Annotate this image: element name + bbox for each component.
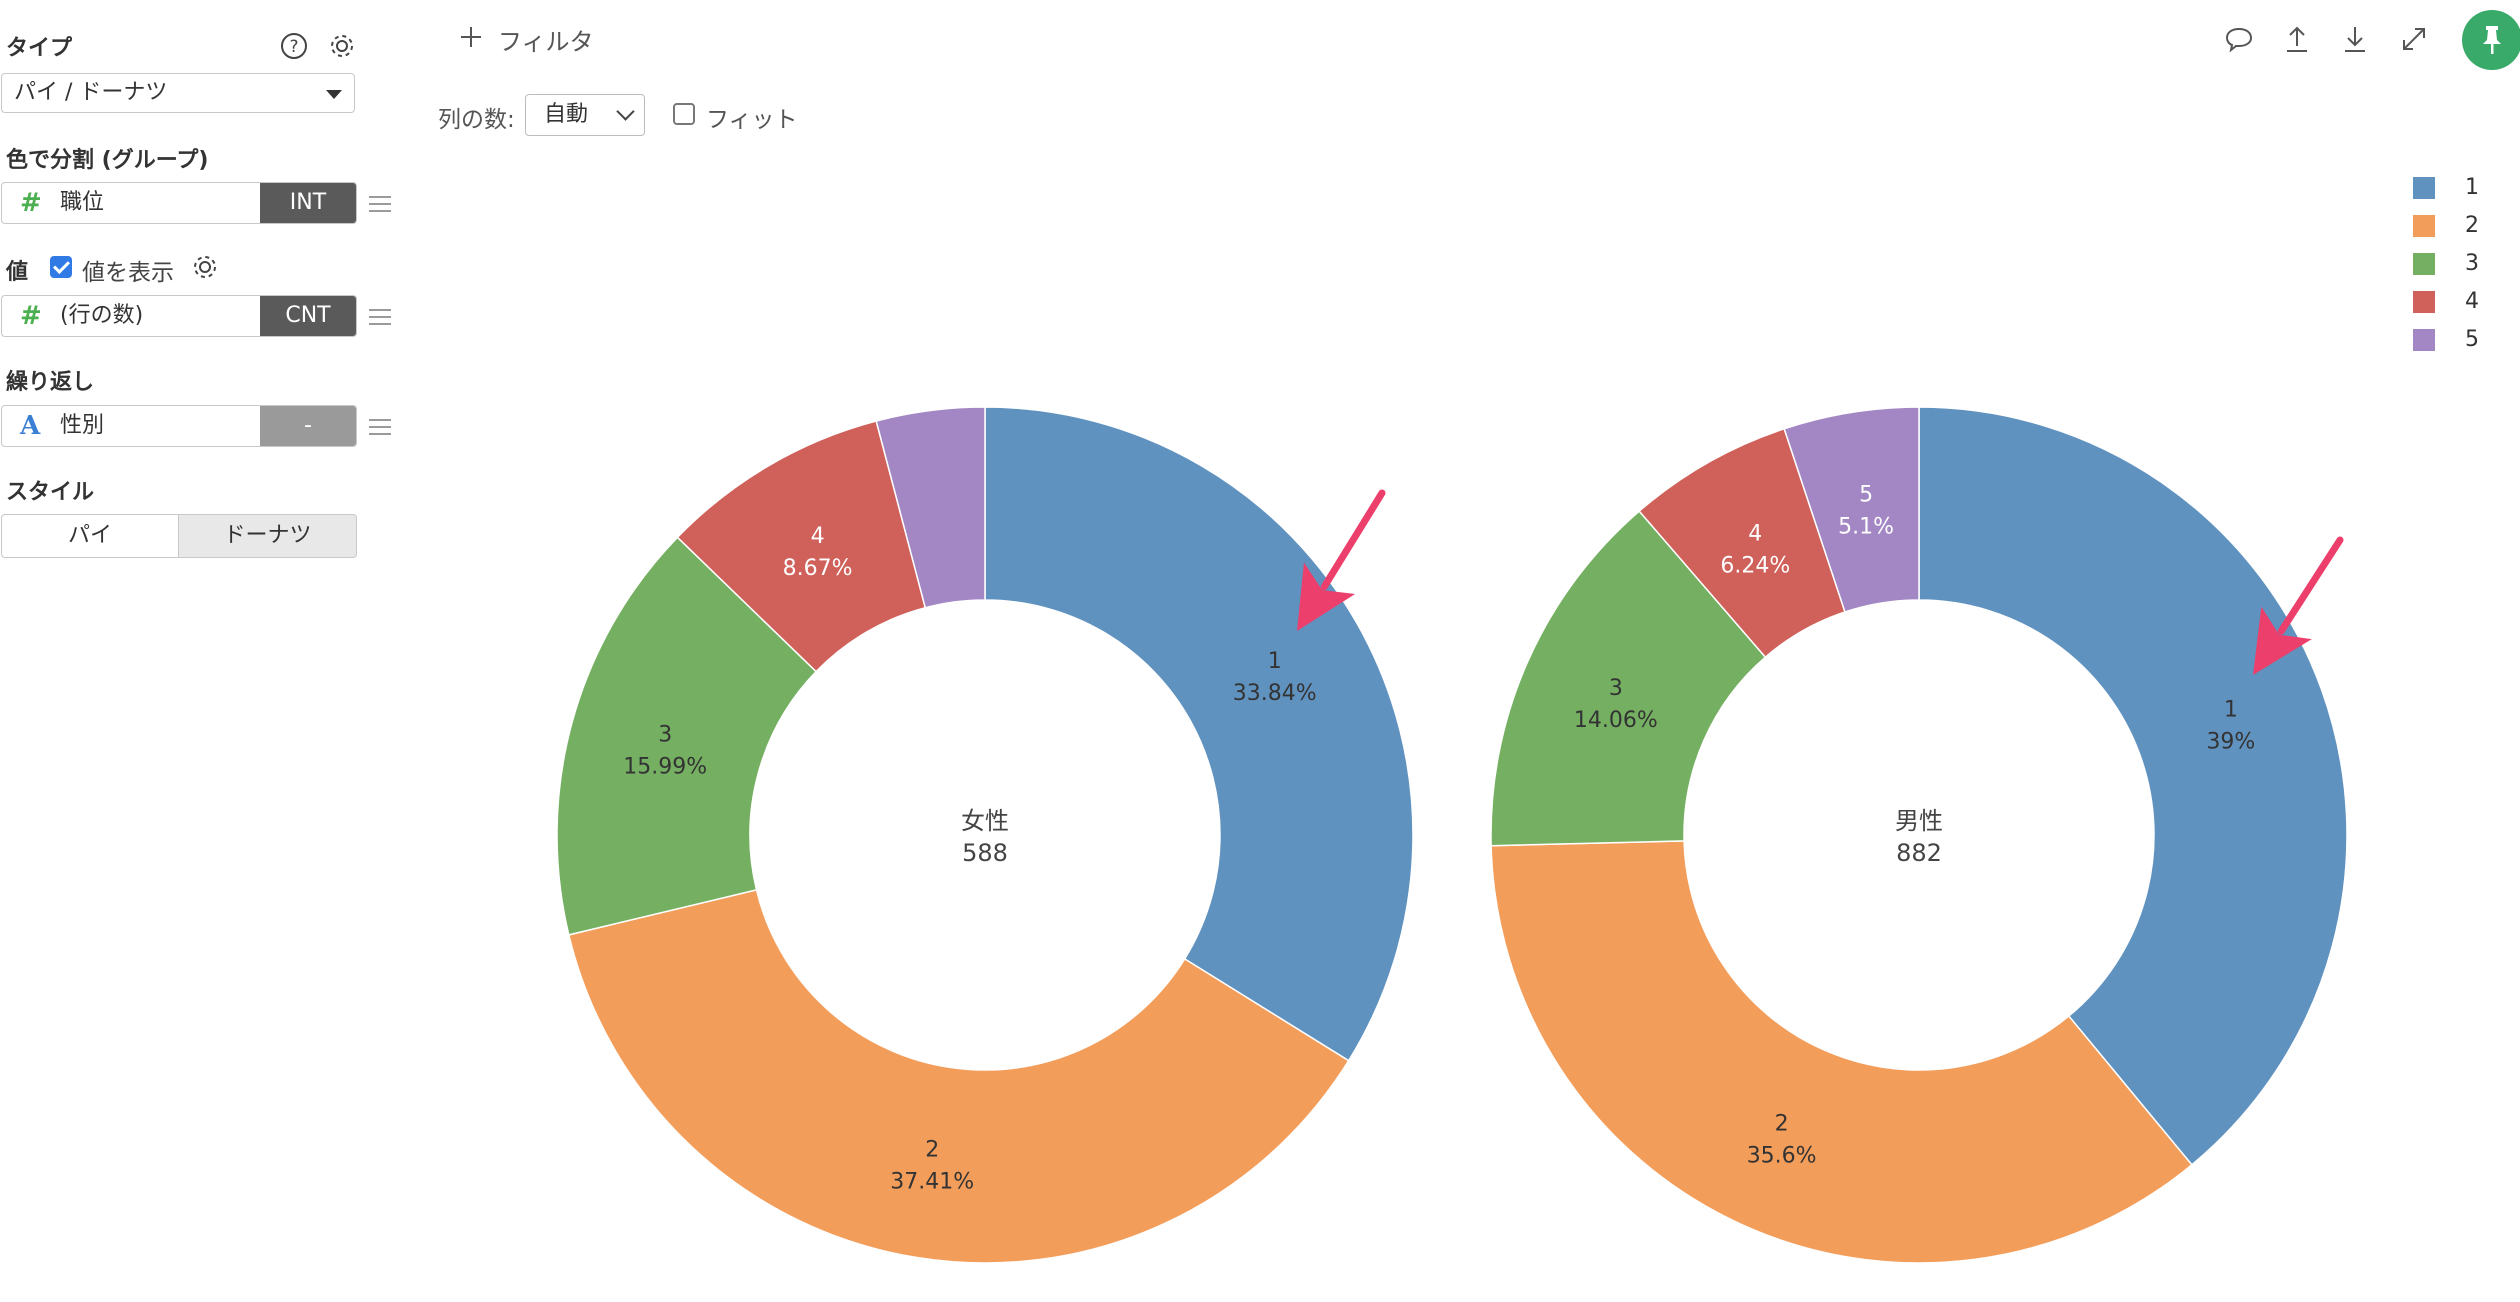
repeat-field-label: 性別: [60, 413, 105, 438]
repeat-field[interactable]: A 性別 -: [1, 405, 357, 447]
comment-icon[interactable]: [2222, 22, 2256, 56]
donut-slice-3[interactable]: [1490, 510, 1767, 847]
columns-select[interactable]: 自動: [525, 94, 645, 136]
value-field-label: (行の数): [60, 303, 144, 328]
show-values-checkbox[interactable]: [50, 256, 72, 278]
color-field-aggregation-badge[interactable]: INT: [260, 183, 356, 223]
slice-name-label: 4: [811, 524, 825, 549]
style-section-title: スタイル: [6, 480, 95, 505]
filter-button[interactable]: フィルタ: [498, 28, 594, 56]
value-section-title: 値: [6, 260, 29, 285]
donut-chart-2: 1 39% 2 35.6% 3 14.06% 4 6.24% 5 5.1% 男性 882: [1490, 406, 2348, 1264]
repeat-field-badge[interactable]: -: [260, 406, 356, 446]
chart-settings-sidebar: タイプ ? パイ / ドーナツ 色で分割 (グループ) # 職位 INT 値 値…: [0, 0, 400, 1302]
pin-button[interactable]: [2462, 10, 2520, 70]
slice-name-label: 3: [658, 723, 672, 748]
slice-value-label: 15.99%: [623, 755, 707, 780]
slice-name-label: 2: [1775, 1112, 1789, 1137]
columns-select-value: 自動: [544, 102, 589, 127]
show-values-label: 値を表示: [82, 260, 174, 286]
number-type-icon: #: [20, 301, 42, 331]
style-option-pie[interactable]: パイ: [1, 514, 179, 558]
legend-swatch: [2413, 329, 2435, 351]
donut-center-title: 女性: [961, 807, 1009, 835]
repeat-section-title: 繰り返し: [6, 370, 95, 395]
legend-swatch: [2413, 215, 2435, 237]
legend-swatch: [2413, 177, 2435, 199]
legend-label: 2: [2465, 213, 2479, 238]
plus-icon[interactable]: [458, 24, 484, 50]
legend-label: 4: [2465, 289, 2479, 314]
drag-handle-icon[interactable]: [369, 196, 391, 214]
type-section-title: タイプ: [6, 36, 73, 61]
slice-name-label: 3: [1609, 676, 1623, 701]
legend-swatch: [2413, 291, 2435, 313]
drag-handle-icon[interactable]: [369, 419, 391, 437]
number-type-icon: #: [20, 188, 42, 218]
slice-value-label: 14.06%: [1574, 708, 1658, 733]
slice-name-label: 5: [1859, 483, 1873, 508]
donut-slice-5[interactable]: [875, 406, 986, 609]
slice-value-label: 8.67%: [783, 556, 853, 581]
donut-slice-1[interactable]: [1918, 406, 2348, 1166]
donut-slice-2[interactable]: [1490, 840, 2193, 1264]
color-field-label: 職位: [60, 190, 105, 215]
pin-icon: [2483, 26, 2501, 54]
annotation-arrow: [2253, 536, 2344, 675]
donut-slice-5[interactable]: [1783, 406, 1920, 613]
slice-value-label: 37.41%: [890, 1169, 974, 1194]
donut-slice-1[interactable]: [984, 406, 1414, 1062]
value-field-aggregation-badge[interactable]: CNT: [260, 296, 356, 336]
legend-label: 3: [2465, 251, 2479, 276]
upload-icon[interactable]: [2280, 22, 2314, 56]
donut-slice-3[interactable]: [556, 536, 818, 936]
legend-label: 5: [2465, 327, 2479, 352]
legend-label: 1: [2465, 175, 2479, 200]
donut-center-title: 男性: [1895, 807, 1943, 835]
annotation-arrow: [1297, 489, 1386, 631]
color-section-title: 色で分割 (グループ): [6, 148, 209, 173]
drag-handle-icon[interactable]: [369, 309, 391, 327]
donut-center-value: 588: [962, 839, 1008, 867]
expand-icon[interactable]: [2397, 22, 2431, 56]
fit-checkbox[interactable]: [673, 103, 695, 125]
donut-center-value: 882: [1896, 839, 1942, 867]
slice-name-label: 1: [2224, 698, 2238, 723]
chart-type-value: パイ / ドーナツ: [14, 80, 168, 105]
chart-type-select[interactable]: パイ / ドーナツ: [1, 73, 355, 113]
caret-down-icon: [326, 90, 342, 99]
value-field[interactable]: # (行の数) CNT: [1, 295, 357, 337]
slice-value-label: 5.1%: [1838, 515, 1894, 540]
color-field[interactable]: # 職位 INT: [1, 182, 357, 224]
donut-slice-2[interactable]: [567, 888, 1350, 1264]
value-settings-gear-icon[interactable]: [190, 252, 220, 282]
slice-name-label: 4: [1748, 522, 1762, 547]
donut-chart-1: 1 33.84% 2 37.41% 3 15.99% 4 8.67% 女性 588: [556, 406, 1414, 1264]
svg-text:?: ?: [289, 37, 298, 57]
legend-swatch: [2413, 253, 2435, 275]
slice-value-label: 39%: [2206, 730, 2255, 755]
text-type-icon: A: [20, 411, 41, 441]
fit-label: フィット: [706, 107, 798, 133]
slice-name-label: 2: [925, 1137, 939, 1162]
columns-label: 列の数:: [438, 107, 515, 133]
gear-icon[interactable]: [327, 31, 357, 61]
style-option-donut[interactable]: ドーナツ: [178, 514, 357, 558]
help-icon[interactable]: ?: [279, 31, 309, 61]
slice-value-label: 33.84%: [1233, 681, 1317, 706]
slice-value-label: 35.6%: [1747, 1144, 1817, 1169]
slice-value-label: 6.24%: [1720, 554, 1790, 579]
download-icon[interactable]: [2338, 22, 2372, 56]
slice-name-label: 1: [1268, 649, 1282, 674]
